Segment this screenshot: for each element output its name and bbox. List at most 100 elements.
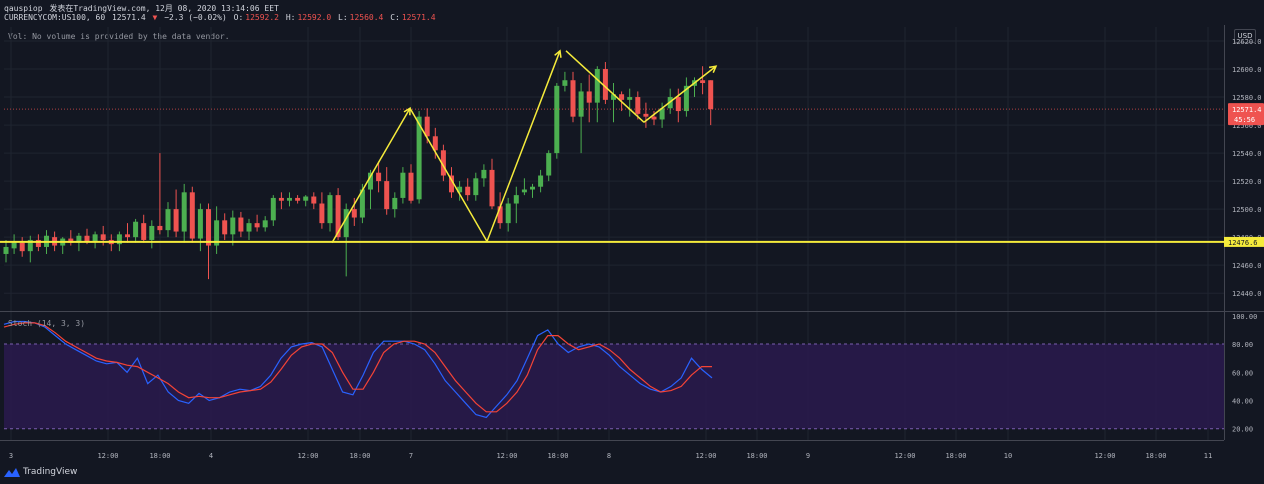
open-label: O: bbox=[233, 13, 244, 22]
candle bbox=[635, 97, 641, 114]
tradingview-logo[interactable]: TradingView bbox=[4, 467, 77, 477]
candle bbox=[643, 113, 649, 117]
candle bbox=[481, 169, 487, 179]
stoch-indicator-label: Stoch (14, 3, 3) bbox=[8, 319, 86, 328]
time-tick-label: 8 bbox=[607, 452, 611, 460]
stoch-band bbox=[4, 344, 1224, 429]
candle bbox=[683, 85, 689, 112]
candle bbox=[84, 235, 90, 242]
last-price-tag bbox=[1228, 103, 1264, 126]
open-value: 12592.2 bbox=[245, 13, 279, 22]
candle bbox=[157, 225, 163, 231]
publish-info: 发表在TradingView.com, 12月 08, 2020 13:14:0… bbox=[49, 4, 279, 13]
countdown-label: 45:56 bbox=[1234, 116, 1255, 124]
support-price-tag bbox=[1224, 236, 1264, 247]
candle bbox=[133, 221, 139, 238]
candle bbox=[165, 209, 171, 231]
time-tick-label: 7 bbox=[409, 452, 413, 460]
candle bbox=[424, 116, 430, 137]
down-arrow-icon: ▼ bbox=[152, 13, 158, 22]
time-tick-label: 12:00 bbox=[1094, 452, 1115, 460]
time-tick-label: 9 bbox=[806, 452, 810, 460]
price-tick-label: 12560.0 bbox=[1232, 122, 1262, 130]
candle bbox=[189, 192, 195, 239]
candle bbox=[359, 189, 365, 218]
candle bbox=[505, 203, 511, 224]
candle bbox=[457, 186, 463, 193]
candle bbox=[538, 175, 544, 187]
candle bbox=[513, 195, 519, 204]
time-tick-label: 12:00 bbox=[297, 452, 318, 460]
candle bbox=[19, 242, 25, 252]
candle bbox=[100, 234, 106, 240]
trend-line bbox=[409, 107, 488, 242]
price-tick-label: 12580.0 bbox=[1232, 94, 1262, 102]
candle bbox=[92, 234, 98, 242]
candle bbox=[238, 217, 244, 232]
candle bbox=[521, 189, 527, 193]
candle bbox=[68, 238, 74, 243]
candle bbox=[449, 175, 454, 193]
brand-label: TradingView bbox=[23, 467, 78, 477]
candle bbox=[602, 69, 608, 100]
candle bbox=[586, 91, 592, 103]
price-tick-label: 12540.0 bbox=[1232, 150, 1262, 158]
symbol-ohlc-line: CURRENCYCOM:US100, 60 12571.4 ▼ −2.3 (−0… bbox=[4, 13, 438, 22]
time-tick-label: 18:00 bbox=[349, 452, 370, 460]
candle bbox=[416, 116, 422, 200]
candle bbox=[627, 97, 633, 100]
candle bbox=[116, 234, 122, 245]
price-change: −2.3 (−0.02%) bbox=[164, 13, 227, 22]
tradingview-logo-icon bbox=[4, 468, 20, 477]
candle bbox=[311, 196, 317, 204]
candle bbox=[206, 209, 211, 246]
candle bbox=[675, 97, 681, 112]
candle bbox=[303, 196, 309, 201]
last-price: 12571.4 bbox=[111, 13, 146, 22]
price-tick-label: 12600.0 bbox=[1232, 66, 1262, 74]
currency-button[interactable]: USD bbox=[1234, 29, 1256, 43]
volume-note: Vol: No volume is provided by the data v… bbox=[8, 32, 230, 41]
candle bbox=[76, 235, 82, 243]
candle bbox=[400, 172, 406, 198]
price-tick-label: 12460.0 bbox=[1232, 262, 1262, 270]
candle bbox=[27, 239, 33, 252]
price-tick-label: 12620.0 bbox=[1232, 38, 1262, 46]
candle bbox=[141, 223, 147, 240]
candle bbox=[594, 69, 600, 103]
candle bbox=[222, 220, 228, 235]
stoch-tick-label: 60.00 bbox=[1232, 369, 1253, 377]
time-tick-label: 12:00 bbox=[97, 452, 118, 460]
time-tick-label: 12:00 bbox=[894, 452, 915, 460]
candle bbox=[546, 153, 552, 176]
candle bbox=[408, 172, 414, 201]
stoch-tick-label: 80.00 bbox=[1232, 341, 1253, 349]
time-tick-label: 18:00 bbox=[149, 452, 170, 460]
stoch-tick-label: 40.00 bbox=[1232, 397, 1253, 405]
candle bbox=[562, 80, 568, 86]
candle bbox=[230, 217, 236, 235]
candle bbox=[384, 181, 390, 210]
time-tick-label: 10 bbox=[1004, 452, 1012, 460]
candle bbox=[11, 241, 17, 249]
symbol-label: CURRENCYCOM:US100, 60 bbox=[4, 13, 106, 22]
arrow-head bbox=[403, 106, 411, 116]
candle bbox=[125, 234, 130, 238]
candle bbox=[473, 178, 479, 196]
time-tick-label: 11 bbox=[1204, 452, 1212, 460]
author-name: qauspiop bbox=[4, 4, 43, 13]
time-tick-label: 18:00 bbox=[746, 452, 767, 460]
trend-line bbox=[643, 65, 717, 123]
candle bbox=[700, 80, 706, 84]
zigzag-drawing bbox=[331, 49, 718, 244]
price-tick-label: 12500.0 bbox=[1232, 206, 1262, 214]
candle bbox=[295, 197, 301, 201]
candle bbox=[619, 94, 625, 100]
candle bbox=[287, 197, 292, 201]
close-label: C: bbox=[390, 13, 400, 22]
close-value: 12571.4 bbox=[401, 13, 436, 22]
candle bbox=[368, 172, 373, 190]
price-tick-label: 12440.0 bbox=[1232, 290, 1262, 298]
candle bbox=[376, 172, 382, 182]
